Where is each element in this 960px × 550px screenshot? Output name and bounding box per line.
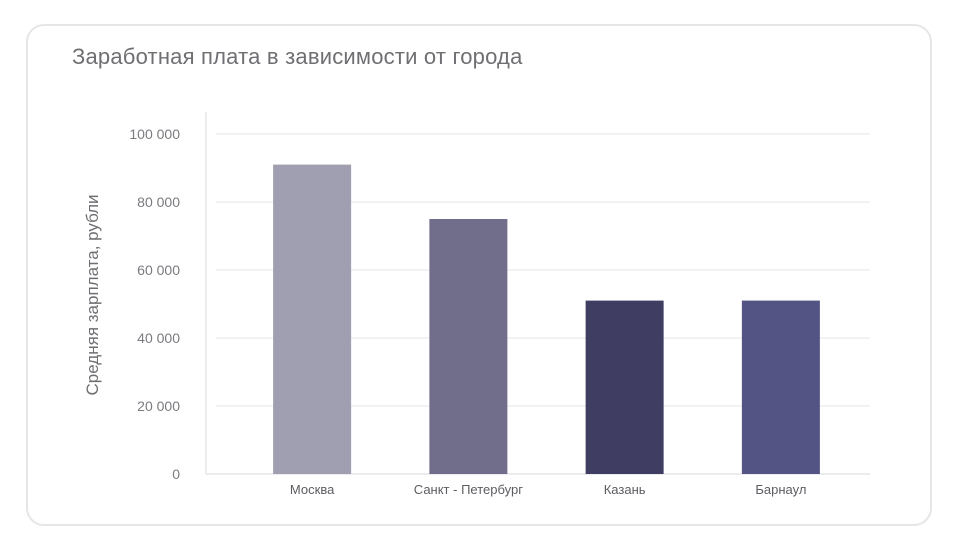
x-tick-label: Казань [604,482,646,497]
y-axis-title: Средняя зарплата, рубли [83,194,102,395]
bars [273,164,820,474]
y-tick-labels: 0 20 000 40 000 60 000 80 000 100 000 [129,126,180,482]
bar [585,300,664,474]
bar [741,300,820,474]
bar [273,164,352,474]
y-tick-label: 80 000 [137,194,180,210]
x-tick-labels: Москва Санкт - Петербург Казань Барнаул [290,482,806,497]
y-tick-label: 20 000 [137,398,180,414]
y-tick-label: 100 000 [129,126,180,142]
chart-title: Заработная плата в зависимости от города [72,44,523,69]
x-tick-label: Москва [290,482,335,497]
x-tick-label: Барнаул [755,482,806,497]
y-tick-label: 0 [172,466,180,482]
bar [429,219,508,474]
y-tick-label: 40 000 [137,330,180,346]
x-tick-label: Санкт - Петербург [414,482,523,497]
y-tick-label: 60 000 [137,262,180,278]
